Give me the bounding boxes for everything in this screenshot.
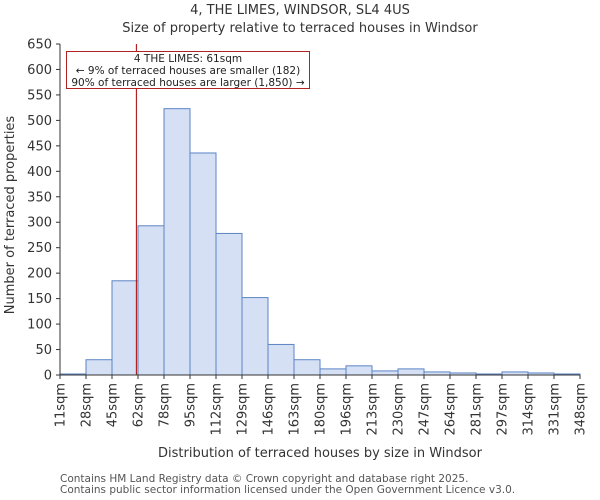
y-tick-label: 50 xyxy=(35,343,52,358)
x-tick-label: 163sqm xyxy=(288,383,303,436)
y-tick-label: 400 xyxy=(27,165,52,180)
y-tick-label: 350 xyxy=(27,190,52,205)
x-tick-label: 180sqm xyxy=(314,383,329,436)
x-tick-label: 129sqm xyxy=(236,383,251,436)
annotation-line-2: ← 9% of terraced houses are smaller (182… xyxy=(75,65,301,77)
bar-196sqm xyxy=(345,365,373,376)
y-tick-label: 500 xyxy=(27,114,52,129)
x-tick-label: 247sqm xyxy=(418,383,433,436)
x-tick-label: 230sqm xyxy=(392,383,407,436)
bar-62sqm xyxy=(137,225,165,376)
annotation-line-1: 4 THE LIMES: 61sqm xyxy=(133,53,243,65)
x-tick-label: 146sqm xyxy=(262,383,277,436)
chart-subtitle: Size of property relative to terraced ho… xyxy=(122,21,478,36)
bar-146sqm xyxy=(267,343,295,376)
y-tick-label: 600 xyxy=(27,63,52,78)
y-tick-label: 450 xyxy=(27,139,52,154)
y-tick-label: 250 xyxy=(27,241,52,256)
y-tick-label: 100 xyxy=(27,318,52,333)
x-tick-label: 348sqm xyxy=(574,383,589,436)
bars-group xyxy=(59,108,581,376)
x-tick-label: 314sqm xyxy=(522,383,537,436)
x-tick-label: 62sqm xyxy=(132,383,147,427)
annotation-line-3: 90% of terraced houses are larger (1,850… xyxy=(71,77,305,89)
x-tick-label: 112sqm xyxy=(210,383,225,436)
y-tick-label: 150 xyxy=(27,292,52,307)
x-axis-label: Distribution of terraced houses by size … xyxy=(158,446,483,461)
bar-28sqm xyxy=(85,359,113,376)
y-axis-label: Number of terraced properties xyxy=(3,116,18,315)
x-tick-label: 95sqm xyxy=(184,383,199,427)
x-tick-label: 28sqm xyxy=(80,383,95,427)
x-tick-label: 264sqm xyxy=(444,383,459,436)
y-tick-label: 0 xyxy=(44,369,52,384)
y-ticks-group: 0 50 100 150 200 250 300 350 400 450 500 550 600 650 xyxy=(27,38,60,384)
chart-title: 4, THE LIMES, WINDSOR, SL4 4US xyxy=(190,3,410,18)
x-tick-label: 331sqm xyxy=(548,383,563,436)
x-tick-label: 45sqm xyxy=(106,383,121,427)
bar-95sqm xyxy=(189,152,217,376)
bar-180sqm xyxy=(319,368,347,376)
x-tick-label: 78sqm xyxy=(158,383,173,427)
annotation-box: 4 THE LIMES: 61sqm ← 9% of terraced hous… xyxy=(66,51,310,89)
x-tick-label: 196sqm xyxy=(340,383,355,436)
bar-129sqm xyxy=(241,297,269,376)
footer-line-1: Contains HM Land Registry data © Crown c… xyxy=(60,473,469,485)
bar-163sqm xyxy=(293,359,321,376)
y-tick-label: 300 xyxy=(27,216,52,231)
bar-213sqm xyxy=(371,370,399,376)
bar-230sqm xyxy=(397,368,425,376)
x-tick-label: 297sqm xyxy=(496,383,511,436)
x-ticks-group: 11sqm 28sqm 45sqm 62sqm 78sqm 95sqm 112sqm 129s… xyxy=(54,375,589,436)
y-tick-label: 200 xyxy=(27,267,52,282)
bar-45sqm xyxy=(111,280,139,376)
bar-78sqm xyxy=(163,108,191,376)
footer-line-2: Contains public sector information licen… xyxy=(60,484,516,496)
bar-112sqm xyxy=(215,232,243,376)
x-tick-label: 281sqm xyxy=(470,383,485,436)
x-tick-label: 11sqm xyxy=(54,383,69,427)
y-tick-label: 650 xyxy=(27,38,52,53)
y-tick-label: 550 xyxy=(27,88,52,103)
x-tick-label: 213sqm xyxy=(366,383,381,436)
